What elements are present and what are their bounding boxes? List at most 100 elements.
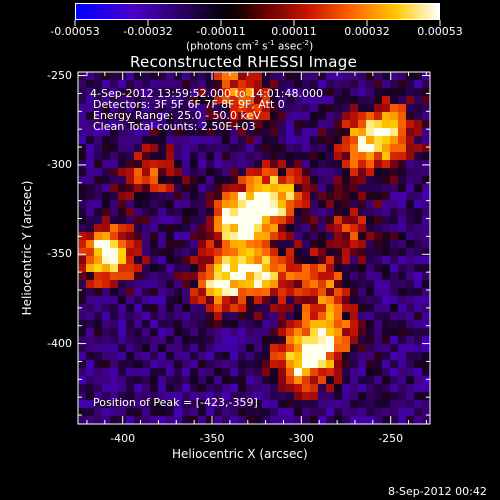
heatmap-cell <box>326 416 335 425</box>
heatmap-cell <box>262 304 271 313</box>
heatmap-cell <box>270 240 279 249</box>
heatmap-cell <box>182 136 191 145</box>
heatmap-cell <box>422 280 431 289</box>
heatmap-cell <box>158 416 167 425</box>
heatmap-cell <box>94 112 103 121</box>
heatmap-cell <box>102 376 111 385</box>
heatmap-cell <box>366 408 375 417</box>
heatmap-cell <box>94 104 103 113</box>
heatmap-cell <box>246 392 255 401</box>
heatmap-cell <box>142 224 151 233</box>
heatmap-cell <box>134 136 143 145</box>
heatmap-cell <box>398 304 407 313</box>
heatmap-cell <box>286 176 295 185</box>
heatmap-cell <box>350 264 359 273</box>
heatmap-cell <box>398 360 407 369</box>
heatmap-cell <box>78 200 87 209</box>
heatmap-cell <box>158 296 167 305</box>
heatmap-cell <box>366 200 375 209</box>
heatmap-cell <box>134 368 143 377</box>
heatmap-cell <box>206 304 215 313</box>
heatmap-cell <box>342 152 351 161</box>
heatmap-cell <box>382 400 391 409</box>
heatmap-cell <box>390 216 399 225</box>
heatmap-cell <box>262 128 271 137</box>
heatmap-cell <box>134 232 143 241</box>
heatmap-cell <box>86 392 95 401</box>
heatmap-cell <box>366 136 375 145</box>
heatmap-cell <box>278 384 287 393</box>
heatmap-cell <box>190 216 199 225</box>
heatmap-cell <box>78 272 87 281</box>
heatmap-cell <box>398 264 407 273</box>
heatmap-cell <box>150 96 159 105</box>
heatmap-cell <box>150 160 159 169</box>
heatmap-cell <box>238 248 247 257</box>
heatmap-cell <box>166 72 175 81</box>
heatmap-cell <box>382 104 391 113</box>
heatmap-cell <box>222 128 231 137</box>
heatmap-cell <box>326 136 335 145</box>
heatmap-cell <box>334 272 343 281</box>
heatmap-cell <box>190 184 199 193</box>
heatmap-cell <box>94 328 103 337</box>
heatmap-cell <box>318 392 327 401</box>
heatmap-cell <box>134 336 143 345</box>
heatmap-cell <box>118 280 127 289</box>
heatmap-cell <box>262 280 271 289</box>
heatmap-cell <box>350 72 359 81</box>
x-tick-label: -350 <box>199 432 225 445</box>
heatmap-cell <box>238 232 247 241</box>
heatmap-cell <box>366 280 375 289</box>
heatmap-cell <box>358 376 367 385</box>
heatmap-cell <box>270 80 279 89</box>
heatmap-cell <box>110 280 119 289</box>
heatmap-cell <box>334 400 343 409</box>
heatmap-cell <box>94 152 103 161</box>
heatmap-cell <box>206 240 215 249</box>
heatmap-cell <box>310 368 319 377</box>
heatmap-cell <box>334 152 343 161</box>
heatmap-cell <box>350 392 359 401</box>
heatmap-cell <box>294 192 303 201</box>
heatmap-cell <box>134 240 143 249</box>
heatmap-cell <box>398 384 407 393</box>
heatmap-cell <box>262 344 271 353</box>
heatmap-cell <box>262 328 271 337</box>
heatmap-cell <box>334 408 343 417</box>
heatmap-cell <box>326 256 335 265</box>
heatmap-cell <box>358 320 367 329</box>
heatmap-cell <box>414 72 423 81</box>
heatmap-cell <box>302 144 311 153</box>
heatmap-cell <box>166 344 175 353</box>
heatmap-cell <box>214 112 223 121</box>
heatmap-cell <box>382 96 391 105</box>
heatmap-cell <box>342 96 351 105</box>
energy-range-annotation: Energy Range: 25.0 - 50.0 keV <box>93 109 261 122</box>
heatmap-cell <box>422 88 431 97</box>
heatmap-cell <box>150 288 159 297</box>
heatmap-cell <box>198 80 207 89</box>
heatmap-cell <box>86 240 95 249</box>
heatmap-cell <box>278 320 287 329</box>
heatmap-cell <box>86 104 95 113</box>
heatmap-cell <box>110 80 119 89</box>
heatmap-cell <box>214 96 223 105</box>
heatmap-cell <box>86 176 95 185</box>
heatmap-cell <box>358 384 367 393</box>
heatmap-cell <box>182 280 191 289</box>
heatmap-cell <box>198 416 207 425</box>
heatmap-cell <box>422 296 431 305</box>
heatmap-cell <box>326 224 335 233</box>
heatmap-cell <box>206 192 215 201</box>
heatmap-cell <box>318 96 327 105</box>
heatmap-cell <box>134 296 143 305</box>
heatmap-cell <box>174 240 183 249</box>
heatmap-cell <box>302 160 311 169</box>
heatmap-cell <box>246 336 255 345</box>
heatmap-cell <box>390 72 399 81</box>
heatmap-cell <box>158 328 167 337</box>
heatmap-cell <box>286 248 295 257</box>
heatmap-cell <box>366 96 375 105</box>
heatmap-cell <box>94 288 103 297</box>
